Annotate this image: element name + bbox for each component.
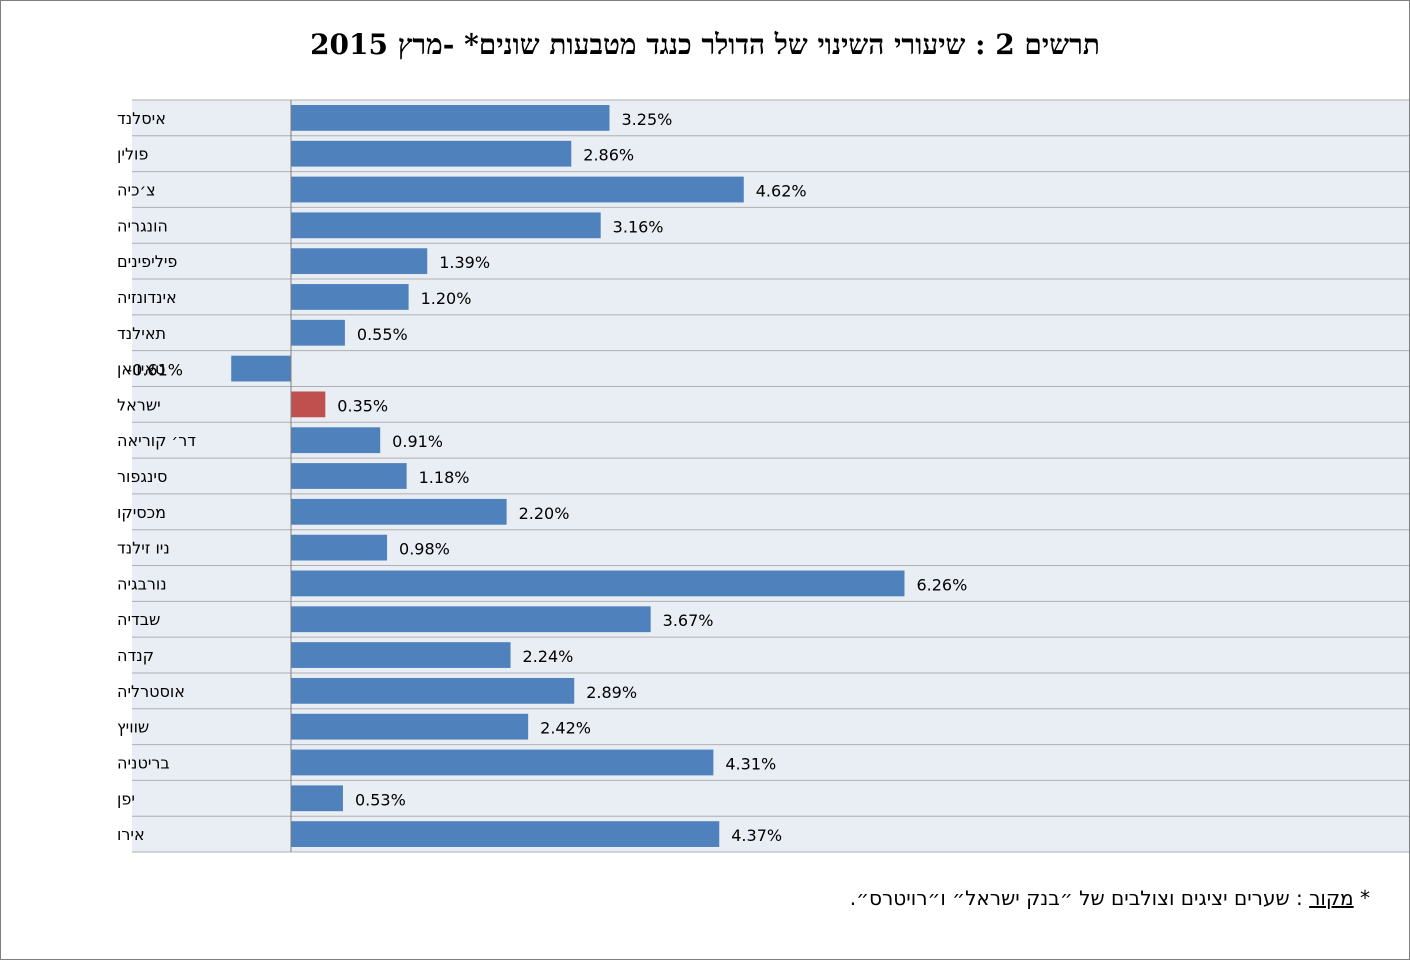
bar [291,642,511,668]
footnote: * מקור : שערים יציגים וצולבים של ״בנק יש… [850,886,1370,910]
value-label: 3.67% [663,611,714,630]
bar [291,749,714,776]
category-label: מכסיקו [117,503,166,522]
value-label: 0.98% [399,540,450,559]
value-label: 2.86% [583,146,634,165]
value-label: 0.91% [392,432,443,451]
bar [291,677,575,704]
value-label: 1.18% [419,468,470,487]
value-label: 2.89% [586,683,637,702]
value-label: 4.31% [725,754,776,773]
value-label: 0.53% [355,790,406,809]
bar [291,319,345,346]
gridlines [132,99,1409,853]
bar [291,248,428,275]
category-label: דר׳ קוריאה [117,431,196,450]
row-band [132,386,1409,423]
category-label: בריטניה [117,753,170,772]
category-label: צ׳כיה [117,181,156,200]
category-label: נורבגיה [117,574,167,593]
footnote-marker: * [1360,886,1370,910]
value-label: 2.20% [519,504,570,523]
bar [291,391,326,418]
value-label: 2.42% [540,719,591,738]
bar [291,785,343,812]
bar [231,355,291,382]
bar [291,498,507,525]
category-label: יפן [117,789,135,808]
bar [291,212,601,239]
category-label: הונגריה [117,216,168,235]
category-label: איסלנד [117,109,166,128]
footnote-text: : שערים יציגים וצולבים של ״בנק ישראל״ ו״… [849,886,1303,910]
bar [291,140,572,167]
value-label: 0.55% [357,325,408,344]
bar [291,284,409,310]
row-band [132,350,1409,387]
category-label: ישראל [117,395,161,414]
value-label: 3.25% [622,110,673,129]
value-label: 3.16% [613,217,664,236]
category-label: קנדה [117,646,154,665]
category-label: שוויץ [117,718,149,737]
value-label: 6.26% [916,575,967,594]
bar [291,713,529,740]
bar [291,606,651,633]
value-labels: 3.25% 2.86% 4.62% 3.16% 1.39% 1.20% 0.55% -0.61… [126,110,967,845]
bar [291,821,720,847]
chart-title: תרשים 2 : שיעורי השינוי של הדולר כנגד מט… [310,28,1100,61]
footnote-source-word: מקור [1309,886,1354,910]
category-label: סינגפור [117,467,167,486]
category-label: אירו [117,825,145,844]
category-label: תאילנד [117,324,166,343]
row-band [132,780,1409,817]
category-labels: איסלנד פולין צ׳כיה הונגריה פיליפינים אינדונזי… [117,109,196,844]
value-label: -0.61% [126,361,183,380]
value-label: 1.39% [439,253,490,272]
value-label: 1.20% [421,289,472,308]
bar [291,176,744,203]
bars [231,105,905,847]
bar [291,570,905,597]
category-label: אוסטרליה [117,682,185,701]
value-label: 4.62% [756,182,807,201]
category-label: פולין [117,145,148,164]
category-label: שבדיה [117,610,160,629]
bar [291,534,388,561]
bar [291,427,381,454]
category-label: טאיוואן [117,360,165,379]
value-label: 4.37% [731,826,782,845]
category-label: אינדונזיה [117,288,177,307]
category-label: ניו זילנד [117,539,170,558]
bar [291,105,610,131]
value-label: 2.24% [523,647,574,666]
value-label: 0.35% [337,396,388,415]
bar [291,463,407,489]
category-label: פיליפינים [117,252,177,271]
